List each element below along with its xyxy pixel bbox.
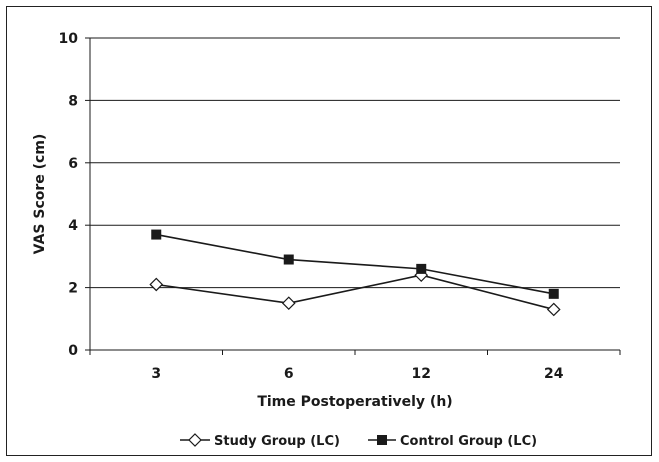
- y-tick-label-4: 4: [68, 218, 78, 234]
- legend-item-control: Control Group (LC): [368, 434, 537, 449]
- x-tick-label-12: 12: [412, 366, 431, 382]
- legend-marker-study: [188, 433, 202, 447]
- x-tick-label-6: 6: [284, 366, 294, 382]
- gridlines: [90, 37, 620, 289]
- legend-item-study: Study Group (LC): [180, 433, 340, 449]
- data-point-study-24: [546, 302, 561, 317]
- legend-label-control: Control Group (LC): [400, 434, 537, 449]
- data-point-control-3: [151, 229, 162, 240]
- legend: Study Group (LC) Control Group (LC): [180, 433, 537, 449]
- y-axis-title: VAS Score (cm): [32, 134, 48, 255]
- y-tick-label-10: 10: [59, 31, 79, 47]
- data-point-control-24: [548, 288, 559, 299]
- series-control: [151, 229, 559, 299]
- y-tick-label-8: 8: [68, 93, 78, 109]
- y-tick-label-2: 2: [68, 281, 78, 297]
- data-point-study-3: [149, 277, 164, 292]
- x-axis-title: Time Postoperatively (h): [257, 394, 452, 410]
- y-tick-labels: 0 2 4 6 8 10: [59, 31, 79, 359]
- data-point-control-12: [416, 263, 427, 274]
- legend-label-study: Study Group (LC): [214, 434, 340, 449]
- series-line-control: [156, 233, 554, 295]
- x-tick-labels: 3 6 12 24: [151, 366, 563, 382]
- y-tick-label-0: 0: [68, 343, 78, 359]
- series-study: [149, 268, 561, 317]
- data-point-control-6: [283, 254, 294, 265]
- x-tick-label-24: 24: [544, 366, 564, 382]
- data-point-study-6: [281, 296, 296, 311]
- axes: [85, 37, 621, 355]
- chart-frame: [6, 6, 652, 456]
- series-line-study: [156, 274, 554, 311]
- data-series: [149, 229, 561, 317]
- x-tick-label-3: 3: [151, 366, 161, 382]
- y-tick-label-6: 6: [68, 156, 78, 172]
- legend-marker-control: [377, 435, 387, 445]
